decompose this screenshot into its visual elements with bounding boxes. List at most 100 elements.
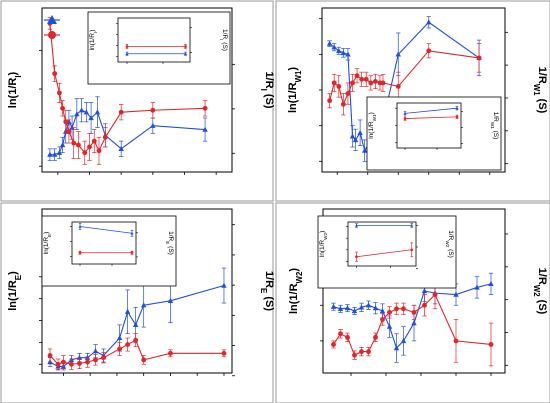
series-ag-point [421, 288, 428, 294]
y-axis-label-sub: E [14, 275, 23, 280]
series-ag-point [344, 305, 351, 311]
series-cu-point [102, 134, 108, 140]
series-cu-point [47, 353, 53, 358]
series-cu-point [87, 144, 92, 150]
series-ag-point [488, 280, 494, 287]
panel-border [0, 0, 274, 202]
series-ag-point [395, 51, 401, 57]
y2-axis-label: 1/RE (S) [260, 271, 276, 311]
series-cu-point [82, 150, 88, 156]
series-ag-point [221, 282, 227, 288]
series-cu-point [401, 306, 406, 312]
series-ag-point [393, 345, 400, 351]
inset-y-axis-label-main: ln(1/R [319, 240, 326, 258]
series-ag-point [167, 297, 174, 303]
inset-y-axis-label-sub: I [93, 32, 98, 33]
inset-chart: ln(1/RW1) 1/RW1 (S) [366, 96, 502, 171]
series-ag-point [362, 147, 368, 153]
legend-cu-marker [48, 31, 56, 39]
series-ag-point [140, 302, 147, 308]
inset-series-cu-point [78, 251, 82, 255]
series-ag-point [47, 151, 53, 157]
series-ag-point [358, 304, 365, 310]
inset-y2-axis-label-sub: W1 [491, 122, 496, 129]
series-cu-point [331, 80, 337, 86]
inset-plot-area [117, 17, 191, 63]
series-cu-point [338, 331, 343, 337]
inset-y-axis-label-main: ln(1/R [368, 121, 375, 139]
series-cu-point [336, 84, 342, 89]
series-cu-point [476, 55, 482, 61]
chart-panel-1: ln(1/RI) 1/RI (S)ln(1/RI) 1/RI (S) [0, 0, 275, 202]
y2-axis-label-sub: E [260, 288, 269, 293]
y-axis-label-main: ln(1/R [7, 280, 19, 311]
series-cu-point [133, 337, 139, 343]
y-axis-label-sub: I [14, 75, 23, 77]
inset-series-ag-point [355, 223, 358, 227]
y2-axis-label: 1/RW2 (S) [533, 268, 549, 315]
y-axis-label-main: ln(1/R [287, 82, 299, 113]
inset-series-cu-point [130, 251, 134, 255]
y-axis-label-main: ln(1/R [288, 283, 300, 314]
series-cu-line [333, 293, 492, 356]
inset-y2-axis-label-main: 1/R [221, 29, 228, 39]
y2-axis-label-main: 1/R [263, 71, 275, 88]
series-ag-point [83, 109, 90, 115]
series-ag-point [56, 149, 63, 155]
series-cu-point [340, 101, 346, 107]
series-ag-point [337, 305, 344, 311]
series-ag-point [88, 115, 94, 121]
series-ag-point [331, 44, 337, 50]
inset-series-cu-point [184, 45, 187, 48]
series-cu-point [373, 334, 378, 340]
series-ag-point [386, 323, 393, 329]
inset-y-axis-label-sub: E [47, 234, 52, 237]
inset-y-axis-label-sub: W1 [372, 114, 377, 121]
inset-y2-axis-label-sub: I [220, 39, 225, 40]
inset-chart: ln(1/RW2) 1/RW2 (S) [317, 215, 457, 289]
series-ag-point [124, 308, 131, 314]
series-ag-point [400, 337, 407, 344]
series-ag-point [351, 307, 358, 314]
series-ag-point [349, 133, 356, 139]
series-cu-point [150, 107, 156, 113]
series-cu-point [359, 349, 364, 355]
series-cu-point [60, 359, 66, 365]
inset-y2-axis-label-sub: E [166, 241, 171, 244]
series-cu-point [93, 357, 98, 363]
series-cu-point [77, 360, 82, 366]
series-ag-point [74, 111, 80, 117]
y2-axis-label-main: 1/R [536, 268, 548, 285]
series-cu-point [453, 338, 459, 344]
series-cu-point [125, 342, 131, 348]
series-ag-point [365, 302, 372, 308]
inset-series-cu-point [410, 248, 414, 252]
inset-y2-axis-label: 1/RI (S) [220, 29, 229, 51]
series-cu-point [101, 355, 106, 361]
inset-y-axis-label-sub: W2 [323, 233, 328, 240]
series-ag-point [340, 49, 347, 56]
panel-border [275, 0, 550, 202]
inset-series-ag-point [410, 223, 414, 227]
inset-series-ag-point [78, 224, 82, 228]
y-axis-label: ln(1/RW2) [288, 268, 304, 314]
y-axis-label-tail: ) [287, 67, 299, 71]
series-cu-point [327, 98, 333, 104]
series-cu-point [345, 334, 350, 340]
series-ag-point [352, 136, 359, 143]
series-cu-point [372, 79, 378, 84]
inset-plot-area [71, 221, 137, 265]
series-cu-point [387, 309, 392, 315]
series-ag-line [49, 285, 225, 367]
series-cu-point [52, 71, 58, 77]
series-cu-point [380, 80, 386, 86]
inset-y-axis-label-main: ln(1/R [89, 33, 96, 51]
inset-series-ag-line [79, 226, 133, 234]
series-cu-point [488, 342, 494, 347]
inset-series-ag-point [184, 52, 187, 55]
series-ag-point [76, 354, 83, 360]
series-cu-point [368, 80, 374, 86]
inset-y2-axis-label: 1/RE (S) [166, 231, 175, 255]
inset-chart: ln(1/RI) 1/RI (S) [87, 11, 231, 85]
